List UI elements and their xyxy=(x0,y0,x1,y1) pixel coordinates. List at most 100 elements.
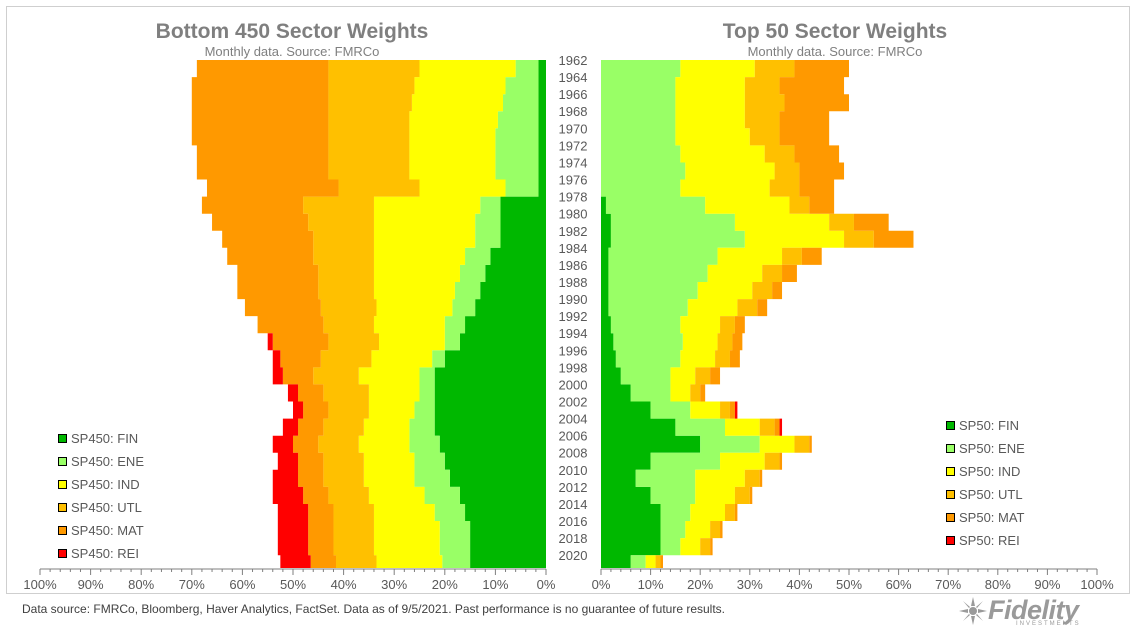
year-label: 2012 xyxy=(559,480,588,495)
year-label: 1994 xyxy=(559,326,588,341)
year-label: 1964 xyxy=(559,70,588,85)
legend-item-sp50-ene: SP50: ENE xyxy=(946,437,1025,460)
left-tick-label: 80% xyxy=(128,577,154,592)
left-tick-label: 100% xyxy=(23,577,57,592)
legend-swatch xyxy=(58,549,67,558)
year-label: 1980 xyxy=(559,207,588,222)
sp450-area-utl xyxy=(303,60,420,568)
right-tick-label: 70% xyxy=(935,577,961,592)
sp450-area-mat xyxy=(191,60,339,568)
year-label: 1976 xyxy=(559,173,588,188)
year-label: 1970 xyxy=(559,121,588,136)
right-tick-label: 60% xyxy=(886,577,912,592)
right-legend: SP50: FIN SP50: ENE SP50: IND SP50: UTL … xyxy=(946,414,1025,552)
logo-subtext: INVESTMENTS xyxy=(1016,621,1081,627)
left-chart-subtitle: Monthly data. Source: FMRCo xyxy=(204,44,380,59)
fidelity-logo: Fidelity INVESTMENTS xyxy=(958,594,1118,628)
sp450-area-rei xyxy=(191,60,311,568)
right-tick-label: 20% xyxy=(687,577,713,592)
year-label: 1988 xyxy=(559,275,588,290)
logo-wordmark: Fidelity xyxy=(988,595,1079,625)
sp50-area-fin xyxy=(601,60,701,568)
sp450-area-fin xyxy=(434,60,546,568)
footer-source-note: Data source: FMRCo, Bloomberg, Haver Ana… xyxy=(22,602,726,616)
year-label: 2018 xyxy=(559,531,588,546)
legend-swatch xyxy=(946,421,955,430)
year-label: 1982 xyxy=(559,224,588,239)
left-x-axis: 100% 90% 80% 70% 60% 50% 40% 30% 20% 10% 0% xyxy=(23,568,556,592)
legend-item-sp450-fin: SP450: FIN xyxy=(58,427,144,450)
year-label: 2004 xyxy=(559,412,588,427)
year-label: 2006 xyxy=(559,429,588,444)
legend-swatch xyxy=(946,490,955,499)
left-tick-label: 20% xyxy=(432,577,458,592)
logo-emblem-icon xyxy=(959,597,987,625)
legend-label: SP450: MAT xyxy=(71,523,144,538)
year-label: 1998 xyxy=(559,360,588,375)
right-tick-label: 10% xyxy=(638,577,664,592)
year-label: 1990 xyxy=(559,292,588,307)
right-x-axis: 0% 10% 20% 30% 40% 50% 60% 70% 80% 90% 100% xyxy=(592,568,1114,592)
legend-item-sp450-ind: SP450: IND xyxy=(58,473,144,496)
legend-swatch xyxy=(946,467,955,476)
legend-item-sp450-mat: SP450: MAT xyxy=(58,519,144,542)
year-label: 2010 xyxy=(559,463,588,478)
year-label: 1996 xyxy=(559,343,588,358)
legend-item-sp50-utl: SP50: UTL xyxy=(946,483,1025,506)
legend-label: SP450: IND xyxy=(71,477,140,492)
year-label: 2008 xyxy=(559,446,588,461)
legend-label: SP50: FIN xyxy=(959,418,1019,433)
sp50-area-utl xyxy=(655,60,874,568)
left-tick-label: 90% xyxy=(78,577,104,592)
left-tick-label: 30% xyxy=(381,577,407,592)
year-label: 1974 xyxy=(559,155,588,170)
year-label: 1966 xyxy=(559,87,588,102)
year-label: 1978 xyxy=(559,190,588,205)
right-area-series xyxy=(601,60,914,568)
year-label: 2016 xyxy=(559,514,588,529)
legend-label: SP50: MAT xyxy=(959,510,1025,525)
left-area-series xyxy=(191,60,546,568)
year-label: 1968 xyxy=(559,104,588,119)
legend-label: SP450: UTL xyxy=(71,500,142,515)
right-tick-label: 90% xyxy=(1034,577,1060,592)
legend-label: SP450: REI xyxy=(71,546,139,561)
legend-item-sp450-rei: SP450: REI xyxy=(58,542,144,565)
right-tick-label: 0% xyxy=(592,577,611,592)
legend-label: SP50: IND xyxy=(959,464,1021,479)
right-tick-label: 30% xyxy=(737,577,763,592)
legend-item-sp50-mat: SP50: MAT xyxy=(946,506,1025,529)
year-label: 1962 xyxy=(559,53,588,68)
legend-item-sp450-utl: SP450: UTL xyxy=(58,496,144,519)
year-label: 1986 xyxy=(559,258,588,273)
legend-label: SP50: UTL xyxy=(959,487,1023,502)
year-label: 2000 xyxy=(559,377,588,392)
sp50-area-ene xyxy=(601,60,760,568)
legend-swatch xyxy=(946,536,955,545)
year-label: 2014 xyxy=(559,497,588,512)
legend-swatch xyxy=(58,434,67,443)
left-legend: SP450: FIN SP450: ENE SP450: IND SP450: … xyxy=(58,427,144,565)
year-label: 1992 xyxy=(559,309,588,324)
left-tick-label: 60% xyxy=(229,577,255,592)
sp450-area-ene xyxy=(409,60,539,568)
legend-label: SP50: REI xyxy=(959,533,1020,548)
right-tick-label: 40% xyxy=(786,577,812,592)
left-chart-title: Bottom 450 Sector Weights xyxy=(155,20,429,43)
legend-label: SP50: ENE xyxy=(959,441,1025,456)
year-axis-labels: 1962 1964 1966 1968 1970 1972 1974 1976 1978 1980… xyxy=(559,53,588,563)
legend-swatch xyxy=(58,526,67,535)
legend-swatch xyxy=(58,457,67,466)
legend-swatch xyxy=(58,503,67,512)
legend-item-sp50-ind: SP50: IND xyxy=(946,460,1025,483)
right-tick-label: 100% xyxy=(1080,577,1114,592)
left-tick-label: 70% xyxy=(179,577,205,592)
year-label: 2020 xyxy=(559,548,588,563)
year-label: 1984 xyxy=(559,241,588,256)
year-label: 1972 xyxy=(559,138,588,153)
legend-item-sp50-rei: SP50: REI xyxy=(946,529,1025,552)
chart-frame xyxy=(6,6,1130,594)
year-label: 2002 xyxy=(559,395,588,410)
left-tick-label: 50% xyxy=(280,577,306,592)
